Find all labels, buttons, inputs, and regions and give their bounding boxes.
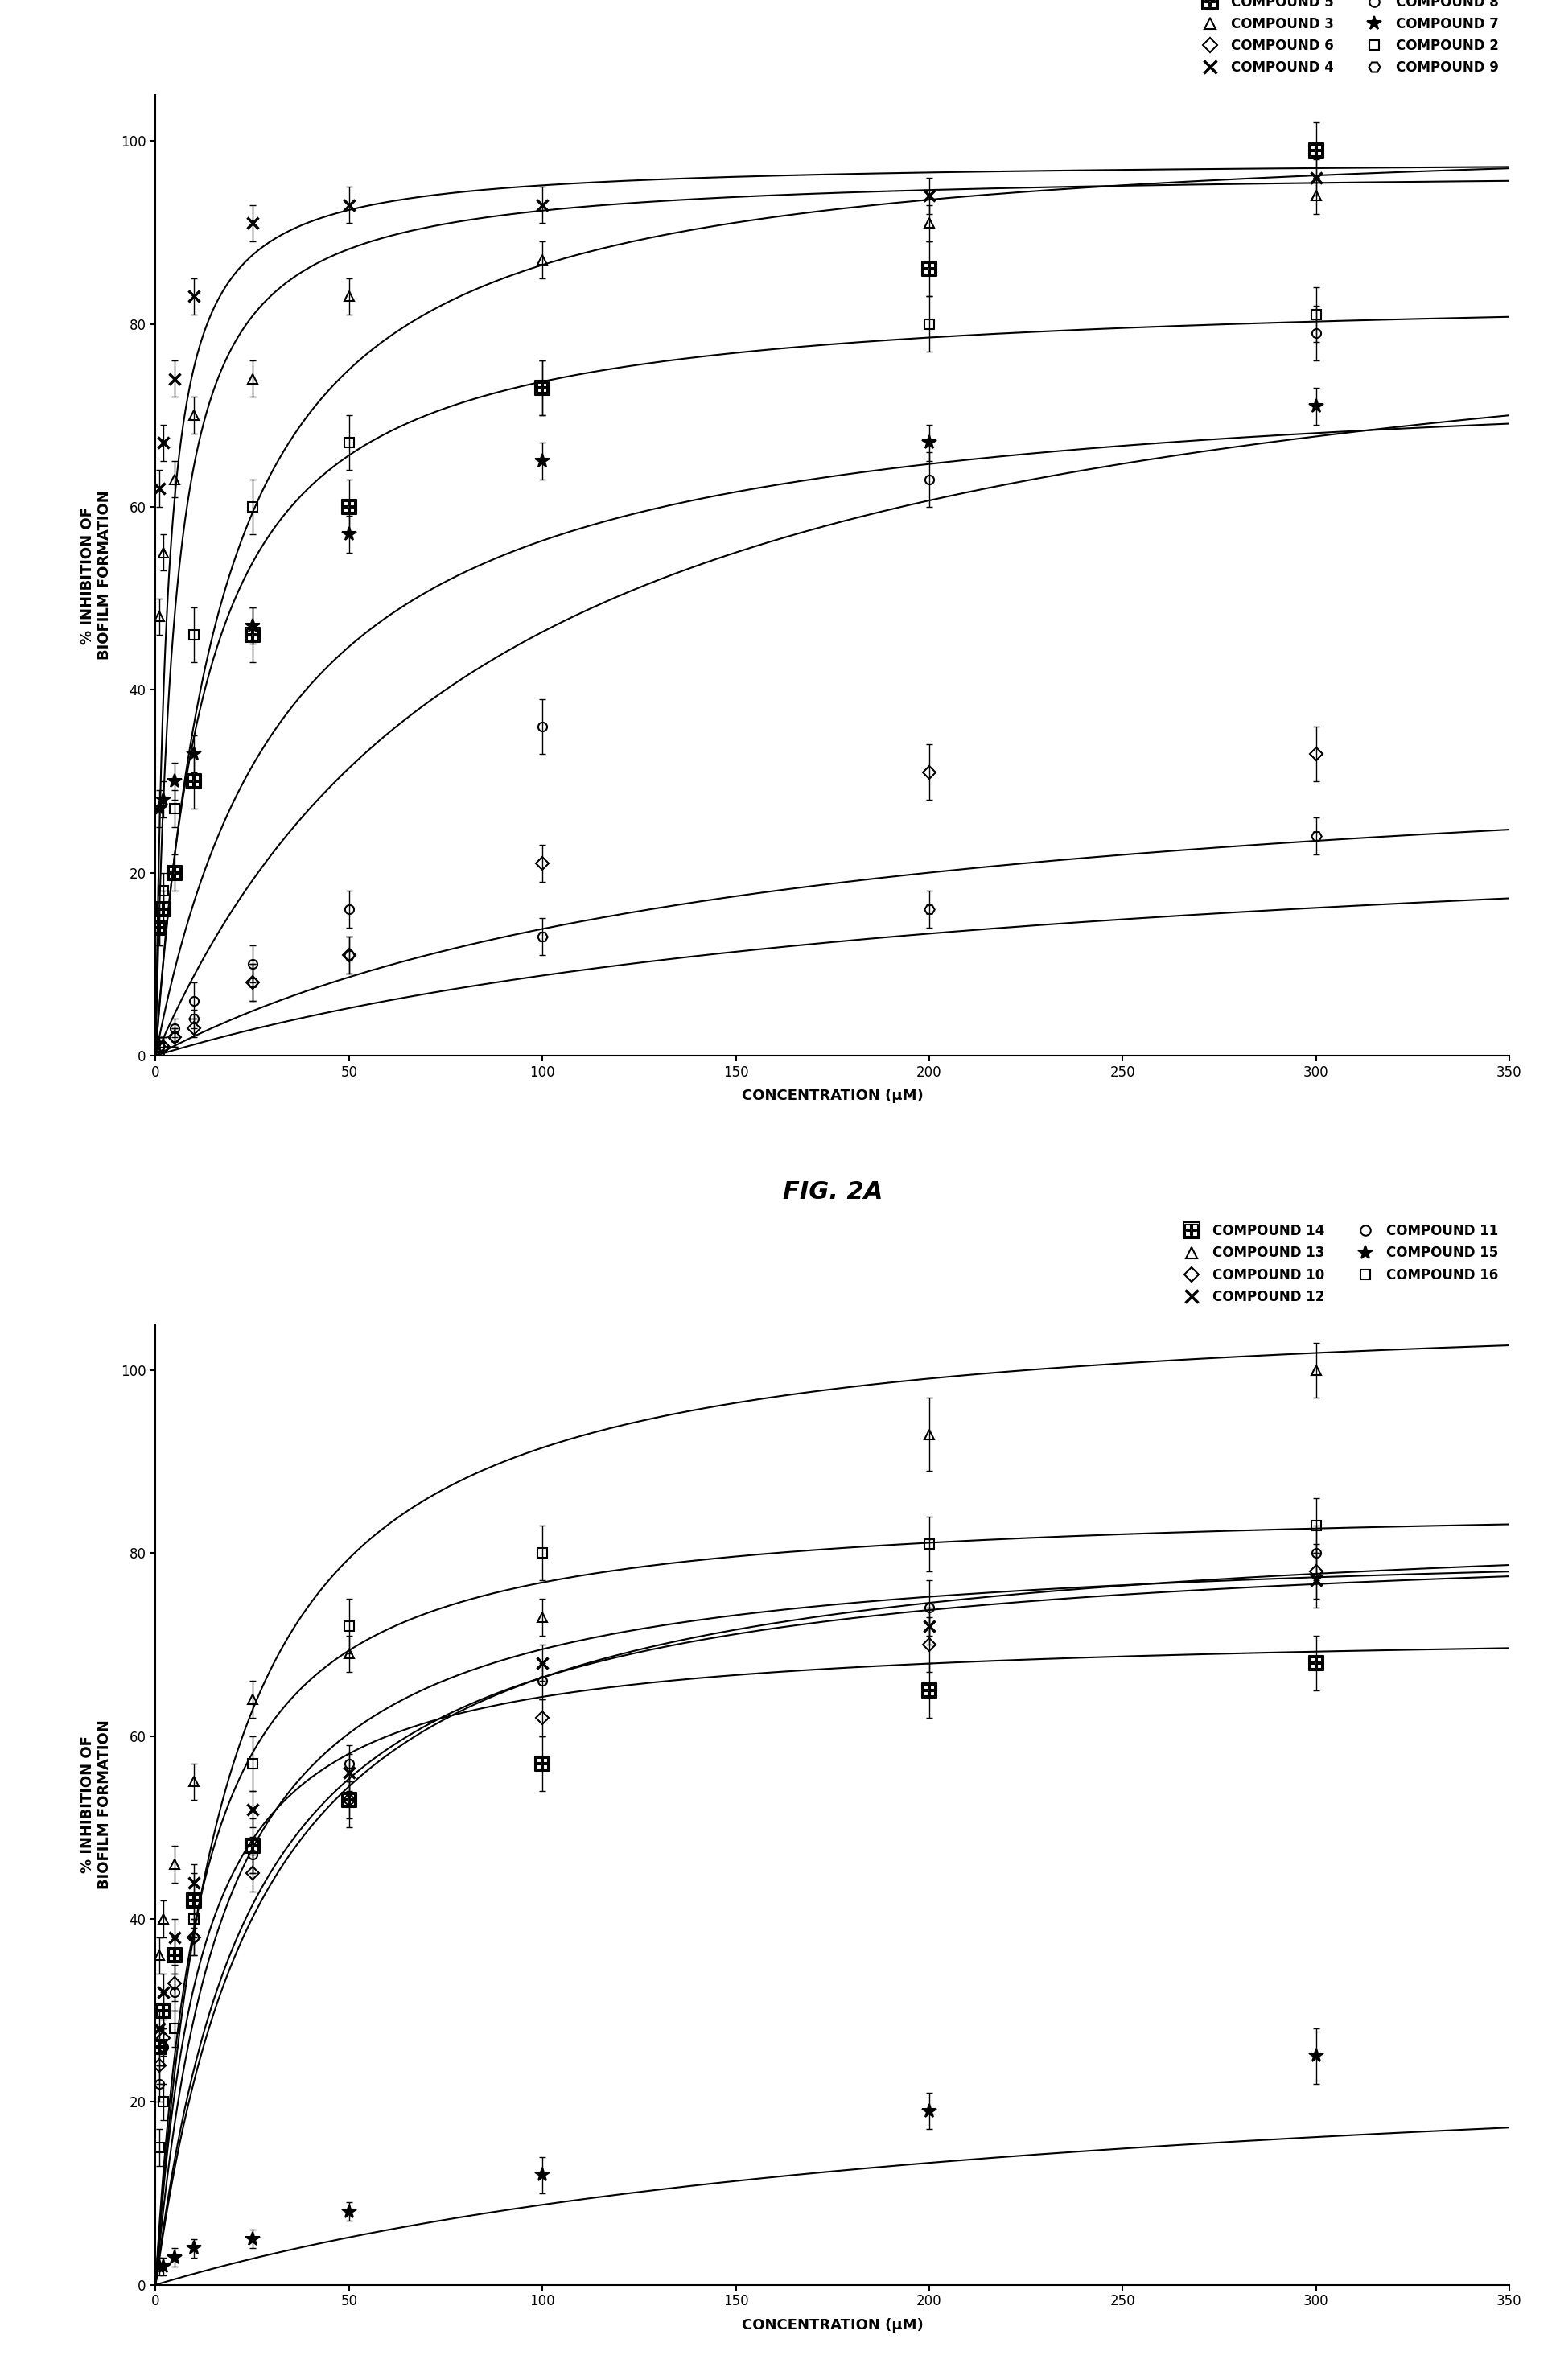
X-axis label: CONCENTRATION (μM): CONCENTRATION (μM) bbox=[742, 2318, 923, 2332]
Y-axis label: % INHIBITION OF
BIOFILM FORMATION: % INHIBITION OF BIOFILM FORMATION bbox=[81, 490, 112, 659]
X-axis label: CONCENTRATION (μM): CONCENTRATION (μM) bbox=[742, 1088, 923, 1102]
Y-axis label: % INHIBITION OF
BIOFILM FORMATION: % INHIBITION OF BIOFILM FORMATION bbox=[81, 1721, 112, 1890]
Legend: COMPOUND 14, COMPOUND 13, COMPOUND 10, COMPOUND 12, COMPOUND 11, COMPOUND 15, CO: COMPOUND 14, COMPOUND 13, COMPOUND 10, C… bbox=[1173, 1221, 1503, 1309]
Legend: COMPOUND 5, COMPOUND 3, COMPOUND 6, COMPOUND 4, COMPOUND 8, COMPOUND 7, COMPOUND: COMPOUND 5, COMPOUND 3, COMPOUND 6, COMP… bbox=[1192, 0, 1503, 79]
Text: FIG. 2A: FIG. 2A bbox=[783, 1180, 882, 1204]
